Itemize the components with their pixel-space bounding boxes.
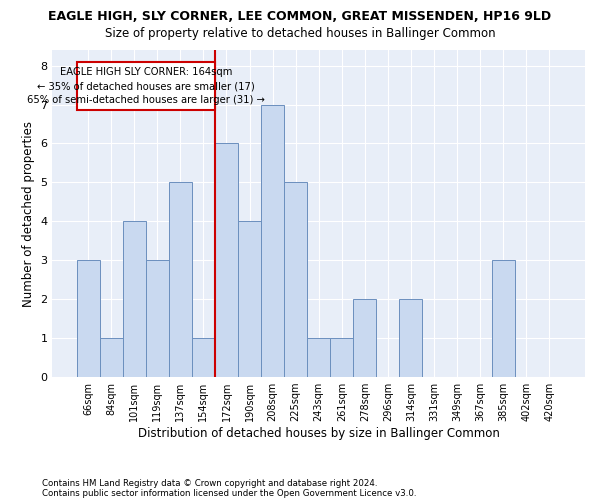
Bar <box>77 260 100 377</box>
Bar <box>330 338 353 377</box>
Bar <box>400 299 422 377</box>
Bar <box>192 338 215 377</box>
Text: 65% of semi-detached houses are larger (31) →: 65% of semi-detached houses are larger (… <box>27 94 265 104</box>
Bar <box>123 222 146 377</box>
Bar <box>284 182 307 377</box>
X-axis label: Distribution of detached houses by size in Ballinger Common: Distribution of detached houses by size … <box>138 427 500 440</box>
Text: Contains HM Land Registry data © Crown copyright and database right 2024.: Contains HM Land Registry data © Crown c… <box>42 478 377 488</box>
Text: Contains public sector information licensed under the Open Government Licence v3: Contains public sector information licen… <box>42 488 416 498</box>
Bar <box>215 144 238 377</box>
Bar <box>146 260 169 377</box>
Bar <box>238 222 261 377</box>
Bar <box>77 62 215 110</box>
Bar <box>261 104 284 377</box>
Bar <box>169 182 192 377</box>
Y-axis label: Number of detached properties: Number of detached properties <box>22 120 35 306</box>
Bar <box>491 260 515 377</box>
Bar <box>307 338 330 377</box>
Bar <box>353 299 376 377</box>
Bar <box>100 338 123 377</box>
Text: Size of property relative to detached houses in Ballinger Common: Size of property relative to detached ho… <box>104 28 496 40</box>
Text: EAGLE HIGH, SLY CORNER, LEE COMMON, GREAT MISSENDEN, HP16 9LD: EAGLE HIGH, SLY CORNER, LEE COMMON, GREA… <box>49 10 551 23</box>
Text: ← 35% of detached houses are smaller (17): ← 35% of detached houses are smaller (17… <box>37 81 254 91</box>
Text: EAGLE HIGH SLY CORNER: 164sqm: EAGLE HIGH SLY CORNER: 164sqm <box>59 68 232 78</box>
